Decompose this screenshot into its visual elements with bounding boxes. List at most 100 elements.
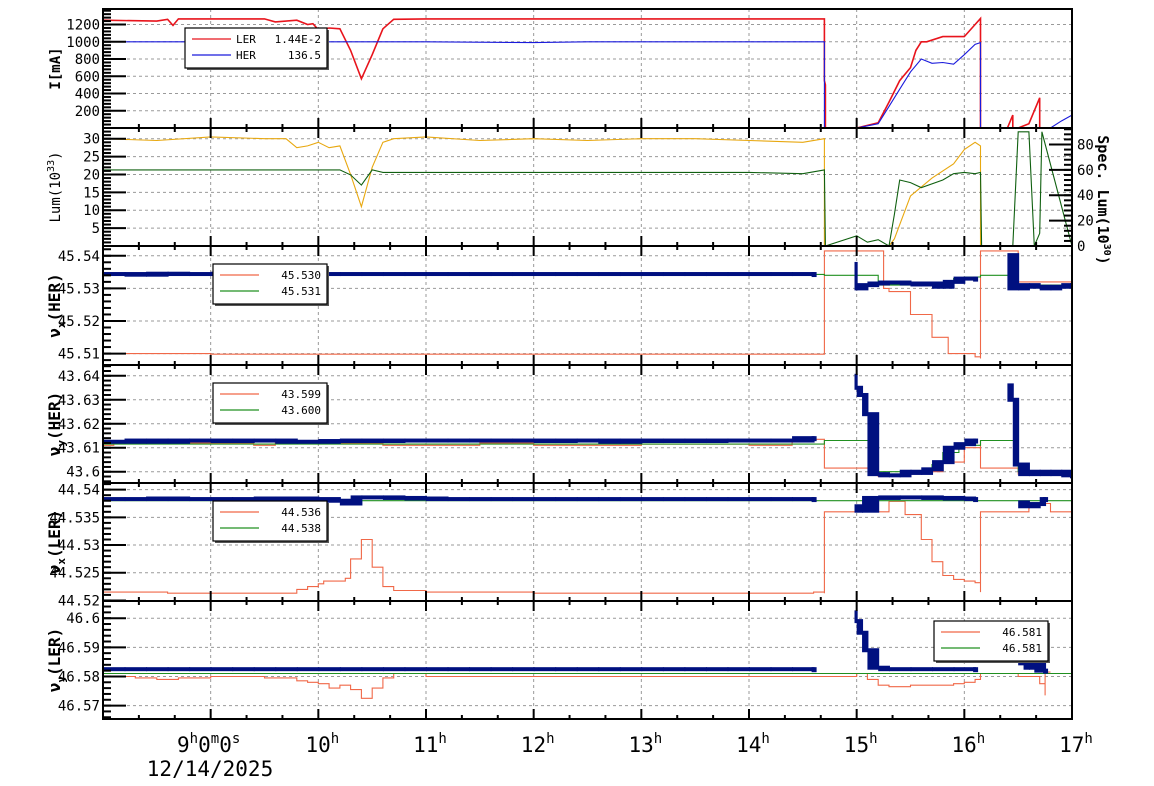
marker-band [490,272,514,277]
x-tick-label: 12h [521,731,555,757]
marker-band [619,497,643,502]
marker-band [382,495,406,500]
marker-band [727,497,750,502]
marker-band [1012,397,1020,467]
x-axis-ticks [102,246,1073,365]
marker-band [361,272,384,277]
line-spec-lum [103,131,1072,246]
marker-band [361,495,384,500]
y-axis-label-text: ν [45,447,64,457]
series-group [103,16,1072,128]
marker-band [232,667,255,672]
legend-series-name: HER [236,49,256,62]
legend-value: 136.5 [288,49,321,62]
marker-band [275,667,298,672]
marker-band [103,439,126,444]
marker-band [339,272,363,277]
marker-band [167,438,191,444]
x-tick-hour: 15 [844,733,869,757]
marker-band [792,272,815,277]
marker-band [404,495,427,501]
y-axis-label-text: I[mA] [48,47,64,89]
marker-band [512,667,535,672]
y2-axis-label-text: Spec. Lum(10 [1094,135,1112,243]
y-axis-label-text: Lum(10 [48,172,64,223]
marker-band [770,667,794,672]
marker-band [888,280,901,285]
y-tick-label: 46.58 [58,669,100,685]
legend-value: 45.530 [281,269,321,282]
marker-band [910,469,923,475]
marker-band [878,495,901,500]
marker-band [662,667,686,672]
x-tick-label: 9h0m0s [177,731,240,757]
marker-band [296,667,320,672]
y-axis-label-sub: x [55,321,68,328]
marker-band [749,497,772,502]
panel-nux_ler: 44.52 44.525 44.53 44.535 44.54 νx(LER) 44.536… [45,482,1073,609]
y-tick-label: 45.54 [58,249,100,265]
marker-band [339,498,352,506]
gridlines [103,601,1072,719]
marker-band [862,630,869,653]
x-axis-ticks [102,365,1073,483]
marker-band [932,460,944,472]
legend-value: 45.531 [281,285,321,298]
marker-band [878,280,890,286]
marker-band [727,438,750,443]
y-tick-label: 45.53 [58,281,100,297]
marker-band [124,667,148,672]
marker-band [124,272,148,277]
marker-band [770,497,794,502]
y-tick-label: 15 [83,185,100,201]
marker-band [404,438,427,443]
marker-band [705,438,729,444]
marker-band [447,497,471,502]
marker-band [1061,283,1072,289]
x-tick-label: 11h [413,731,447,757]
y-tick-label: 20 [83,167,100,183]
x-tick-hour: 10 [305,733,330,757]
series-group [103,610,1072,699]
marker-band [382,438,406,444]
y-tick-label: 44.535 [49,510,100,526]
marker-band [619,438,643,444]
marker-band [210,438,234,444]
panel-frame [102,600,1073,720]
marker-band [684,272,707,277]
marker-band [1039,497,1047,507]
marker-band [318,439,341,444]
y-tick-label: 43.62 [58,417,100,433]
scatter-meas [103,373,1072,479]
x-tick-unit: h [438,731,446,747]
marker [1043,497,1049,503]
marker-band [555,667,578,672]
marker-band [749,272,772,277]
marker-band [641,438,664,444]
marker-band [1018,500,1030,509]
marker-band [361,667,384,672]
x-tick-unit: h [1084,731,1092,747]
y2-axis-label-sup: 30 [1101,244,1112,256]
marker-band [490,667,514,672]
marker-band [210,497,234,502]
marker-band [555,272,578,277]
marker-band [296,496,320,502]
marker [973,438,979,444]
marker-band [146,496,169,502]
legend-value: 43.600 [281,404,321,417]
marker-band [1028,469,1041,477]
x-axis-ticks [102,601,1073,719]
line-lum [103,136,1072,246]
marker-band [770,272,794,277]
y-axis-ticks [103,127,126,247]
marker-band [684,497,707,502]
line-ler [103,16,1072,128]
x-tick-label: 17h [1059,731,1093,757]
y-axis-label: νy(HER) [45,392,68,456]
marker-band [533,438,557,444]
marker-band [854,610,858,624]
